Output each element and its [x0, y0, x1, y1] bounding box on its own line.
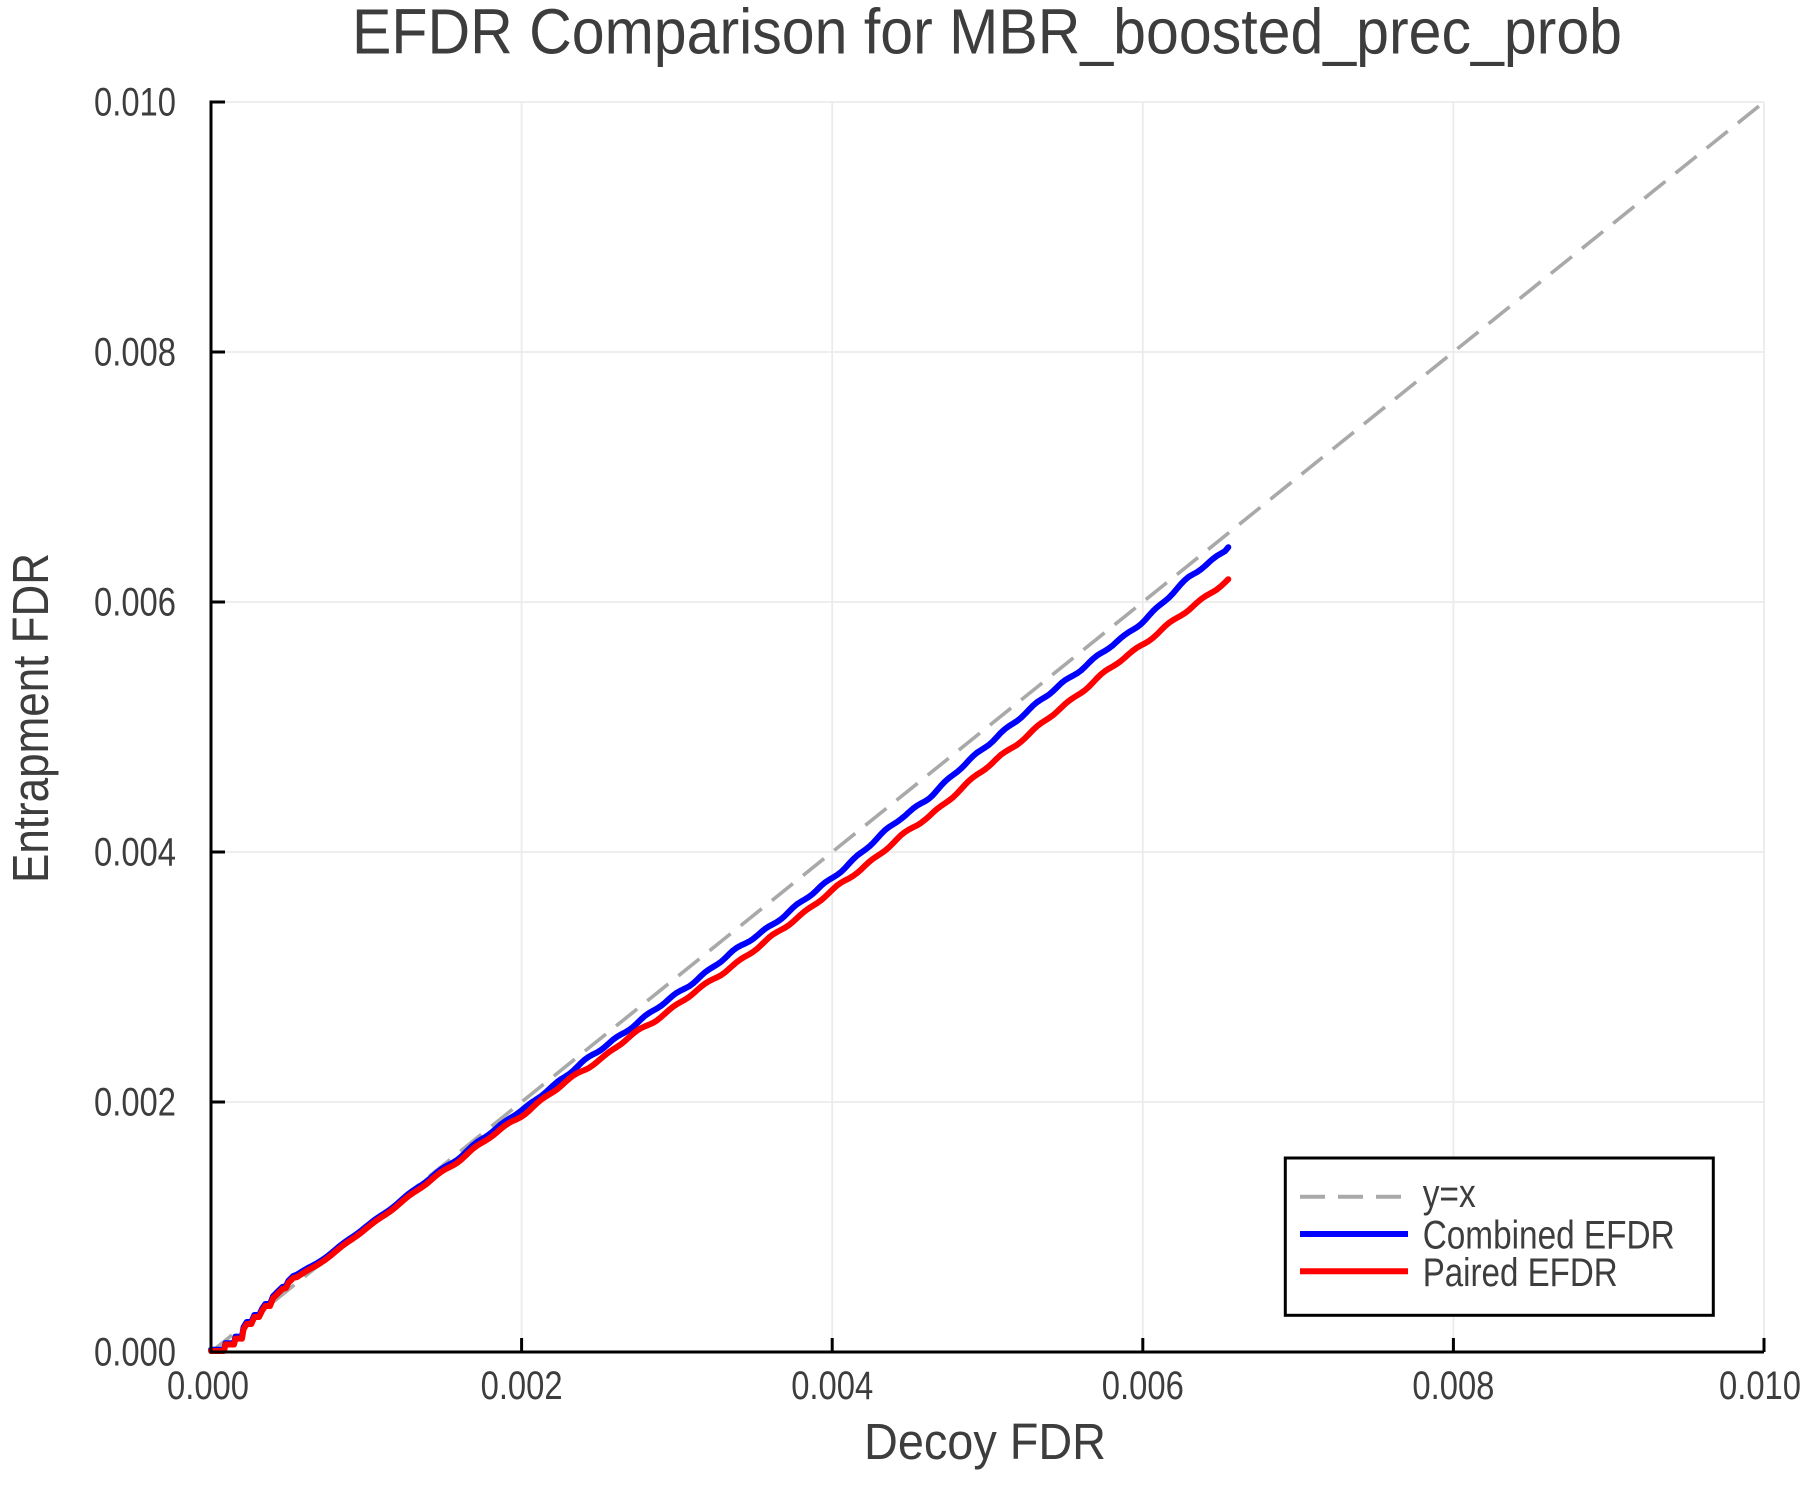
svg-text:0.008: 0.008 [1412, 1364, 1494, 1408]
svg-text:EFDR Comparison for MBR_booste: EFDR Comparison for MBR_boosted_prec_pro… [352, 0, 1622, 68]
svg-text:0.010: 0.010 [94, 81, 176, 125]
svg-text:0.002: 0.002 [94, 1081, 176, 1125]
svg-text:Decoy FDR: Decoy FDR [864, 1413, 1106, 1470]
svg-text:Paired EFDR: Paired EFDR [1423, 1251, 1618, 1295]
svg-text:0.000: 0.000 [94, 1331, 176, 1375]
svg-text:Combined EFDR: Combined EFDR [1423, 1214, 1675, 1258]
svg-text:0.002: 0.002 [481, 1364, 563, 1408]
svg-text:0.006: 0.006 [94, 581, 176, 625]
svg-text:0.004: 0.004 [791, 1364, 873, 1408]
svg-text:0.000: 0.000 [167, 1364, 249, 1408]
svg-text:Entrapment FDR: Entrapment FDR [2, 553, 59, 883]
svg-text:0.004: 0.004 [94, 831, 176, 875]
svg-text:0.008: 0.008 [94, 331, 176, 375]
svg-text:y=x: y=x [1423, 1172, 1476, 1216]
svg-text:0.006: 0.006 [1102, 1364, 1184, 1408]
svg-text:0.010: 0.010 [1719, 1364, 1800, 1408]
